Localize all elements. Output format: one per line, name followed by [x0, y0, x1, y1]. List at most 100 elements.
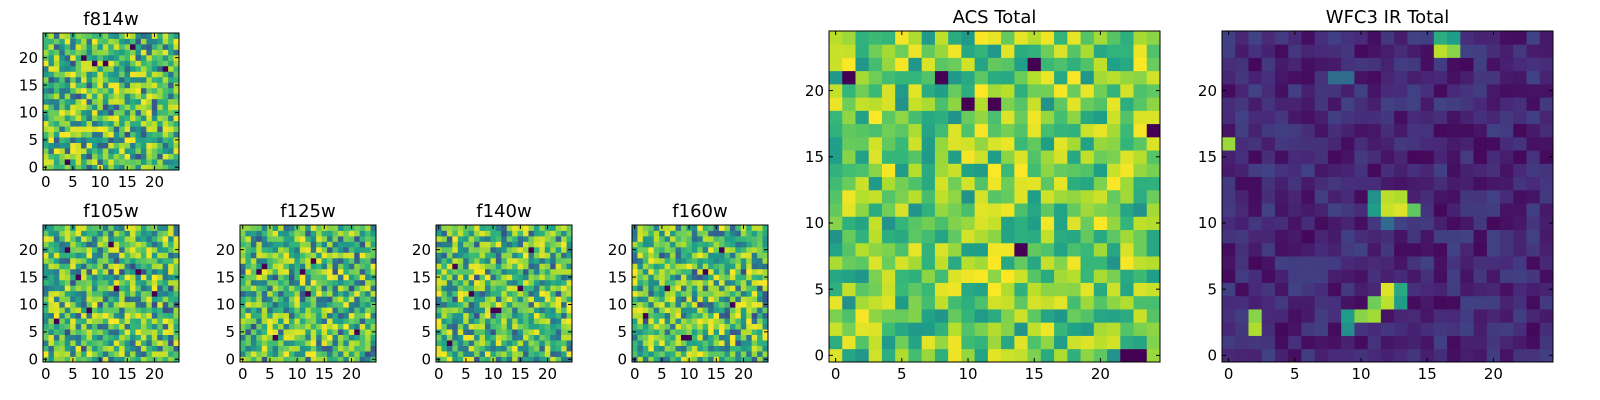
- heatmap-cell: [555, 235, 562, 242]
- heatmap-cell: [250, 356, 257, 363]
- heatmap-cell: [1301, 295, 1316, 310]
- heatmap-cell: [523, 274, 529, 281]
- heatmap-cell: [75, 93, 82, 100]
- heatmap-cell: [321, 285, 328, 292]
- heatmap-cell: [961, 83, 976, 98]
- heatmap-cell: [343, 290, 350, 297]
- heatmap-cell: [724, 345, 731, 352]
- heatmap-cell: [102, 65, 109, 72]
- heatmap-cell: [146, 54, 153, 61]
- heatmap-cell: [327, 274, 333, 281]
- heatmap-cell: [561, 307, 567, 314]
- heatmap-cell: [697, 307, 704, 314]
- heatmap-cell: [1274, 97, 1289, 111]
- heatmap-cell: [1054, 322, 1068, 336]
- heatmap-cell: [974, 83, 989, 98]
- heatmap-cell: [855, 295, 870, 310]
- heatmap-cell: [337, 312, 344, 319]
- heatmap-cell: [691, 285, 698, 292]
- heatmap-cell: [670, 334, 676, 341]
- heatmap-cell: [523, 230, 529, 237]
- heatmap-cell: [1222, 97, 1236, 111]
- heatmap-cell: [53, 82, 60, 89]
- heatmap-cell: [124, 93, 131, 100]
- heatmap-cell: [119, 126, 125, 133]
- heatmap-cell: [1473, 309, 1488, 323]
- heatmap-cell: [162, 65, 169, 72]
- heatmap-cell: [157, 225, 164, 231]
- heatmap-cell: [359, 356, 366, 363]
- heatmap-cell: [484, 230, 491, 237]
- heatmap-cell: [64, 351, 71, 357]
- heatmap-cell: [566, 279, 573, 286]
- heatmap-cell: [686, 241, 693, 248]
- heatmap-cell: [146, 126, 153, 133]
- heatmap-cell: [299, 323, 306, 330]
- heatmap-cell: [751, 268, 758, 275]
- heatmap-cell: [490, 274, 497, 281]
- heatmap-cell: [162, 230, 169, 237]
- heatmap-cell: [53, 54, 60, 61]
- heatmap-cell: [108, 76, 115, 83]
- heatmap-cell: [686, 334, 693, 341]
- heatmap-cell: [691, 351, 698, 357]
- heatmap-cell: [642, 225, 649, 231]
- heatmap-cell: [474, 340, 480, 346]
- heatmap-cell: [490, 268, 497, 275]
- heatmap-cell: [729, 356, 736, 363]
- heatmap-cell: [484, 235, 491, 242]
- heatmap-cell: [1235, 335, 1249, 350]
- heatmap-cell: [283, 268, 290, 275]
- heatmap-cell: [130, 340, 136, 346]
- heatmap-cell: [91, 109, 98, 116]
- heatmap-cell: [113, 257, 120, 264]
- heatmap-cell: [1367, 176, 1382, 191]
- heatmap-cell: [261, 318, 268, 325]
- heatmap-cell: [653, 345, 660, 352]
- heatmap-cell: [1080, 335, 1095, 350]
- heatmap-cell: [240, 252, 246, 259]
- heatmap-cell: [70, 87, 77, 94]
- heatmap-cell: [113, 109, 120, 116]
- x-tick-label: 15: [1418, 365, 1437, 383]
- heatmap-cell: [327, 329, 333, 335]
- heatmap-cell: [533, 345, 540, 352]
- x-tick-label: 0: [630, 365, 640, 383]
- heatmap-cell: [1407, 189, 1421, 204]
- heatmap-cell: [348, 252, 355, 259]
- heatmap-cell: [140, 290, 147, 297]
- heatmap-cell: [151, 345, 158, 352]
- heatmap-cell: [173, 257, 180, 264]
- heatmap-cell: [173, 43, 180, 50]
- heatmap-cell: [1288, 269, 1302, 283]
- heatmap-cell: [881, 176, 896, 191]
- x-tick-label: 10: [91, 173, 110, 191]
- heatmap-cell: [479, 312, 486, 319]
- heatmap-cell: [91, 296, 98, 303]
- heatmap-cell: [555, 290, 562, 297]
- heatmap-cell: [686, 318, 693, 325]
- heatmap-cell: [648, 230, 655, 237]
- heatmap-cell: [762, 323, 769, 330]
- heatmap-cell: [501, 235, 508, 242]
- heatmap-cell: [762, 307, 769, 314]
- heatmap-cell: [113, 142, 120, 149]
- heatmap-cell: [59, 274, 66, 281]
- heatmap-cell: [729, 334, 736, 341]
- heatmap-cell: [102, 356, 109, 363]
- heatmap-cell: [1301, 189, 1316, 204]
- heatmap-cell: [550, 268, 557, 275]
- heatmap-cell: [441, 307, 448, 314]
- heatmap-cell: [961, 163, 976, 178]
- heatmap-cell: [550, 252, 557, 259]
- heatmap-cell: [842, 348, 856, 363]
- heatmap-cell: [501, 252, 508, 259]
- heatmap-cell: [1222, 44, 1236, 58]
- heatmap-cell: [829, 309, 843, 323]
- heatmap-cell: [1341, 189, 1355, 204]
- heatmap-cell: [648, 268, 655, 275]
- heatmap-cell: [1380, 189, 1395, 204]
- heatmap-cell: [130, 334, 136, 341]
- heatmap-cell: [1473, 256, 1488, 270]
- heatmap-cell: [1120, 70, 1134, 85]
